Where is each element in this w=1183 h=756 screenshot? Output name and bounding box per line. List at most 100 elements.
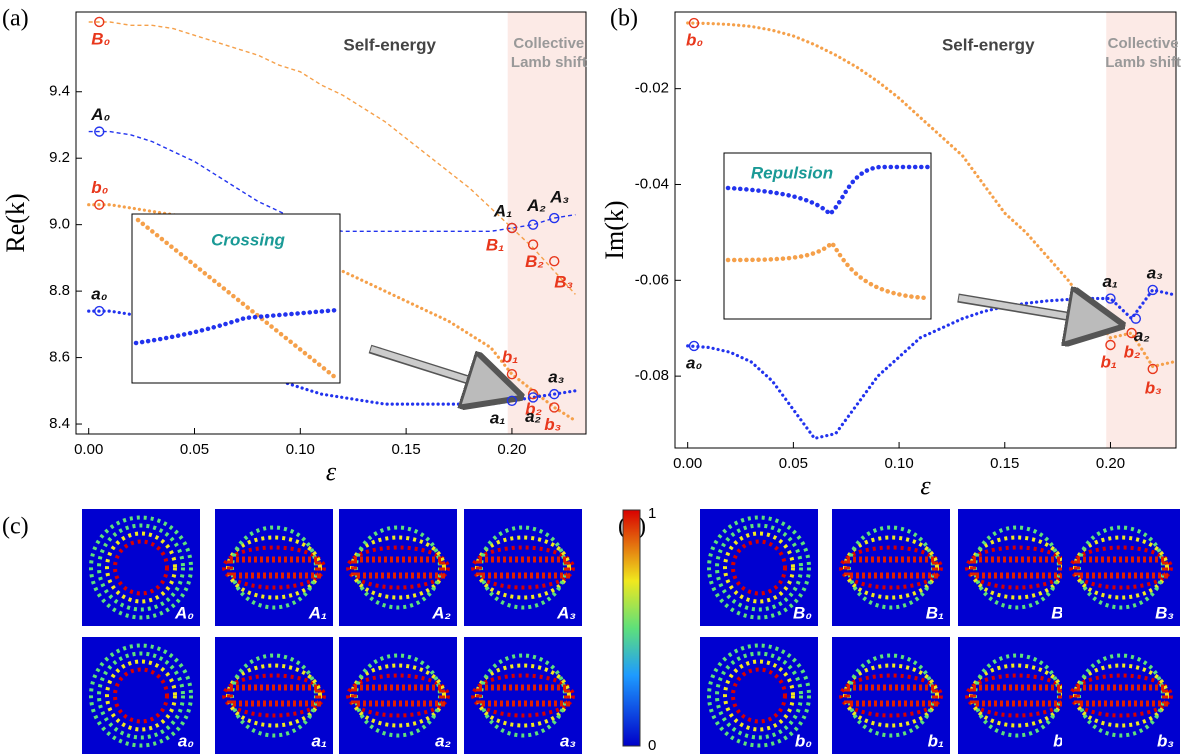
point-label: a₃	[548, 368, 564, 387]
mode-pattern	[471, 673, 575, 718]
arrow	[958, 298, 1078, 318]
point-label: B₂	[525, 252, 544, 271]
mode-pattern	[970, 556, 1064, 579]
mode-pattern	[113, 667, 169, 724]
mode-label: a₂	[435, 731, 451, 750]
mode-pattern	[105, 659, 177, 732]
mode-pattern	[222, 545, 326, 590]
mode-pattern	[723, 659, 795, 732]
mode-label: b₃	[1157, 731, 1174, 750]
point-marker	[688, 17, 700, 29]
mode-pattern	[839, 545, 943, 590]
mode-pattern	[471, 545, 575, 590]
x-axis-label: ε	[326, 457, 337, 486]
point-marker	[1130, 313, 1142, 324]
y-tick-label: 9.0	[49, 216, 70, 233]
x-tick-label: 0.10	[884, 455, 913, 472]
y-axis-label: Re(k)	[1, 193, 30, 252]
point-label: B₀	[91, 29, 110, 48]
mode-pattern	[346, 673, 450, 718]
mode-image	[82, 637, 200, 754]
x-axis-label: ε	[920, 471, 931, 500]
mode-pattern	[1074, 556, 1168, 579]
shaded-region	[507, 12, 586, 434]
y-tick-label: -0.04	[635, 175, 669, 192]
mode-label: A₂	[431, 603, 451, 622]
point-marker	[506, 368, 518, 380]
annotation: Self-energy	[942, 35, 1035, 54]
y-tick-label: -0.02	[635, 80, 669, 97]
point-marker	[549, 256, 560, 267]
mode-label: A₀	[174, 603, 194, 622]
mode-pattern	[476, 684, 570, 707]
mode-label: b₀	[795, 731, 812, 750]
y-tick-label: 8.6	[49, 349, 70, 366]
y-tick-label: 8.4	[49, 415, 70, 432]
point-marker	[94, 16, 105, 28]
point-label: b₁	[1100, 352, 1116, 371]
plot-frame	[75, 11, 587, 435]
point-label: b₂	[1124, 342, 1141, 361]
point-label: A₁	[493, 201, 512, 220]
point-marker	[549, 388, 560, 400]
mode-pattern	[707, 515, 811, 620]
inset-label: Crossing	[211, 230, 285, 249]
mode-pattern	[707, 643, 811, 748]
x-tick-label: 0.15	[990, 455, 1019, 472]
mode-label: b₁	[928, 731, 944, 750]
mode-pattern	[97, 523, 185, 612]
y-tick-label: 8.8	[49, 282, 70, 299]
mode-pattern	[715, 651, 803, 740]
plot-frame	[674, 11, 1177, 449]
mode-image	[700, 509, 818, 626]
panel-label: (b)	[610, 6, 638, 32]
shaded-region	[1106, 12, 1176, 448]
point-marker	[94, 126, 105, 137]
point-label: b₀	[91, 178, 108, 197]
x-tick-label: 0.15	[392, 441, 421, 458]
mode-label: B₃	[1155, 603, 1174, 622]
x-tick-label: 0.20	[1096, 455, 1125, 472]
point-marker	[1105, 293, 1116, 304]
point-marker	[506, 222, 518, 234]
mode-pattern	[731, 667, 787, 724]
colorbar	[622, 509, 641, 747]
point-marker	[94, 199, 105, 210]
panel-label: (c)	[2, 514, 29, 540]
inset-curve	[133, 307, 341, 346]
y-tick-label: -0.06	[635, 271, 669, 288]
panel-label: (a)	[2, 6, 29, 32]
mode-pattern	[346, 545, 450, 590]
shaded-label: Collective	[513, 35, 584, 52]
x-tick-label: 0.00	[673, 455, 702, 472]
point-marker	[527, 239, 539, 250]
mode-pattern	[97, 651, 185, 740]
point-label: b₃	[1145, 378, 1162, 397]
x-tick-label: 0.10	[286, 441, 315, 458]
mode-label: A₃	[556, 603, 576, 622]
mode-image	[700, 637, 818, 754]
colorbar-label: 1	[648, 505, 656, 522]
point-label: B₃	[554, 273, 573, 292]
x-tick-label: 0.05	[779, 455, 808, 472]
x-tick-label: 0.00	[74, 441, 103, 458]
mode-label: B₁	[926, 603, 944, 622]
mode-label: a₃	[560, 731, 576, 750]
y-tick-label: 9.4	[49, 83, 70, 100]
point-label: A₀	[90, 105, 110, 124]
point-label: a₁	[490, 408, 505, 427]
point-marker	[549, 402, 560, 413]
inset-label: Repulsion	[751, 163, 833, 182]
mode-pattern	[227, 684, 321, 707]
mode-pattern	[227, 556, 321, 579]
x-tick-label: 0.05	[180, 441, 209, 458]
point-label: b₃	[544, 415, 561, 434]
point-label: a₀	[686, 353, 702, 372]
mode-pattern	[89, 643, 193, 748]
point-label: b₀	[686, 31, 703, 50]
arrow	[370, 346, 478, 383]
inset-curve	[725, 239, 931, 301]
mode-pattern	[1074, 684, 1168, 707]
mode-pattern	[839, 673, 943, 718]
